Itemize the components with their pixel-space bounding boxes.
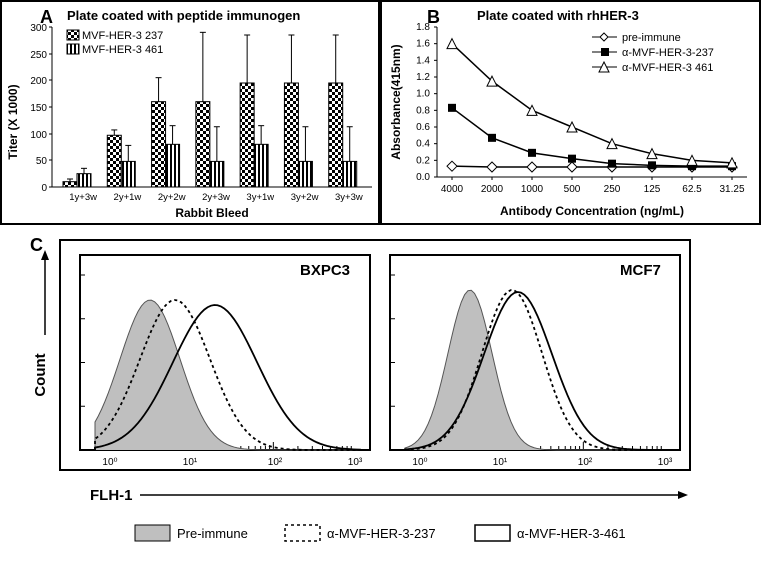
panel-a-legend: MVF-HER-3 237 MVF-HER-3 461 xyxy=(67,30,163,56)
svg-text:3y+3w: 3y+3w xyxy=(335,192,363,203)
svg-text:10¹: 10¹ xyxy=(183,457,198,468)
bar-chart: 0 50 100 150 200 250 300 1y+3w 2y+1w 2y+2w… xyxy=(2,2,378,223)
panel-a-ylabel: Titer (X 1000) xyxy=(6,84,20,159)
svg-text:0.0: 0.0 xyxy=(416,172,430,183)
svg-text:MVF-HER-3 461: MVF-HER-3 461 xyxy=(82,44,163,56)
svg-text:0: 0 xyxy=(41,183,47,194)
panel-c: C BXPC3 MCF7 10⁰ 10¹ 10² 10³ 10⁰ 10¹ 10²… xyxy=(0,225,761,545)
svg-text:50: 50 xyxy=(36,156,48,167)
subplot-mcf7-label: MCF7 xyxy=(620,262,661,279)
panel-c-xlabel: FLH-1 xyxy=(90,487,133,504)
svg-text:Pre-immune: Pre-immune xyxy=(177,526,248,541)
svg-text:0.8: 0.8 xyxy=(416,105,430,116)
panel-c-label: C xyxy=(30,235,43,256)
svg-text:α-MVF-HER-3 461: α-MVF-HER-3 461 xyxy=(622,62,713,74)
svg-text:31.25: 31.25 xyxy=(719,184,744,195)
svg-text:100: 100 xyxy=(30,130,47,141)
svg-text:10¹: 10¹ xyxy=(493,457,508,468)
panel-c-ylabel: Count xyxy=(32,353,49,396)
panel-a-xlabel: Rabbit Bleed xyxy=(175,206,248,220)
svg-text:1.4: 1.4 xyxy=(416,55,430,66)
svg-text:10⁰: 10⁰ xyxy=(412,457,427,468)
y-ticks: 0 50 100 150 200 250 300 xyxy=(30,23,52,194)
svg-text:α-MVF-HER-3-237: α-MVF-HER-3-237 xyxy=(327,526,436,541)
svg-text:4000: 4000 xyxy=(441,184,464,195)
svg-text:0.4: 0.4 xyxy=(416,139,430,150)
panel-b-xlabel: Antibody Concentration (ng/mL) xyxy=(500,204,684,218)
flow-panels: BXPC3 MCF7 10⁰ 10¹ 10² 10³ 10⁰ 10¹ 10² 1… xyxy=(0,225,761,585)
mcf7-hist: 10⁰ 10¹ 10² 10³ xyxy=(390,275,673,468)
svg-text:2y+2w: 2y+2w xyxy=(158,192,186,203)
svg-text:2y+1w: 2y+1w xyxy=(114,192,142,203)
panel-c-legend: Pre-immune α-MVF-HER-3-237 α-MVF-HER-3-4… xyxy=(135,525,626,541)
svg-text:pre-immune: pre-immune xyxy=(622,32,681,44)
svg-text:2000: 2000 xyxy=(481,184,504,195)
svg-text:3y+1w: 3y+1w xyxy=(246,192,274,203)
bxpc3-hist: 10⁰ 10¹ 10² 10³ xyxy=(80,275,363,468)
svg-text:10³: 10³ xyxy=(658,457,673,468)
panel-a: A Plate coated with peptide immunogen 0 … xyxy=(0,0,380,225)
svg-text:1y+3w: 1y+3w xyxy=(69,192,97,203)
svg-text:1.2: 1.2 xyxy=(416,72,430,83)
svg-text:10²: 10² xyxy=(268,457,283,468)
svg-text:250: 250 xyxy=(30,50,47,61)
svg-text:10²: 10² xyxy=(578,457,593,468)
svg-text:250: 250 xyxy=(604,184,621,195)
svg-text:α-MVF-HER-3-237: α-MVF-HER-3-237 xyxy=(622,47,714,59)
svg-text:150: 150 xyxy=(30,103,47,114)
panel-a-title: Plate coated with peptide immunogen xyxy=(67,8,300,23)
svg-text:62.5: 62.5 xyxy=(682,184,702,195)
svg-text:1.6: 1.6 xyxy=(416,39,430,50)
svg-text:MVF-HER-3 237: MVF-HER-3 237 xyxy=(82,30,163,42)
subplot-bxpc3-label: BXPC3 xyxy=(300,262,350,279)
svg-text:1000: 1000 xyxy=(521,184,544,195)
svg-text:0.2: 0.2 xyxy=(416,155,430,166)
svg-text:10⁰: 10⁰ xyxy=(102,457,117,468)
svg-text:1.0: 1.0 xyxy=(416,89,430,100)
svg-text:200: 200 xyxy=(30,76,47,87)
panel-b: B Plate coated with rhHER-3 0.0 0.2 0.4 0.6… xyxy=(380,0,761,225)
panel-b-label: B xyxy=(427,7,440,28)
svg-text:0.6: 0.6 xyxy=(416,122,430,133)
svg-text:3y+2w: 3y+2w xyxy=(291,192,319,203)
svg-text:2y+3w: 2y+3w xyxy=(202,192,230,203)
panel-b-title: Plate coated with rhHER-3 xyxy=(477,8,639,23)
svg-text:500: 500 xyxy=(564,184,581,195)
panel-a-label: A xyxy=(40,7,53,28)
svg-text:10³: 10³ xyxy=(348,457,363,468)
panel-b-legend: pre-immune α-MVF-HER-3-237 α-MVF-HER-3 4… xyxy=(592,32,714,74)
svg-text:α-MVF-HER-3-461: α-MVF-HER-3-461 xyxy=(517,526,626,541)
panel-b-ylabel: Absorbance(415nm) xyxy=(389,44,403,159)
svg-text:125: 125 xyxy=(644,184,661,195)
line-chart: 0.00.20.40.60.81.01.21.41.61.8 400020001… xyxy=(382,2,759,223)
